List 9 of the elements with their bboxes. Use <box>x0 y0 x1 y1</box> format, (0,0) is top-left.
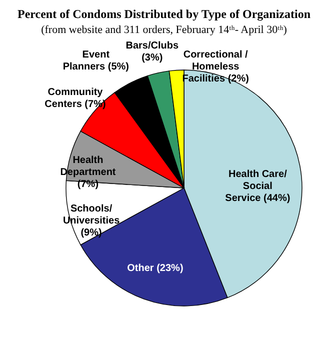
slice-label: Event Planners (5%) <box>62 49 129 72</box>
chart-title: Percent of Condoms Distributed by Type of Organization <box>18 7 311 21</box>
slice-label: Other (23%) <box>127 262 184 274</box>
data-label: (3%) <box>142 52 163 64</box>
data-label: (7%) <box>77 179 99 190</box>
slice-label: Health Care/ Social Service (44%) <box>225 168 290 204</box>
slice-label: Bars/Clubs <box>126 40 179 52</box>
data-label: (9%) <box>80 228 102 239</box>
chart-subtitle: (from website and 311 orders, February 14ᵗʰ- April 30ᵗʰ) <box>41 24 288 36</box>
